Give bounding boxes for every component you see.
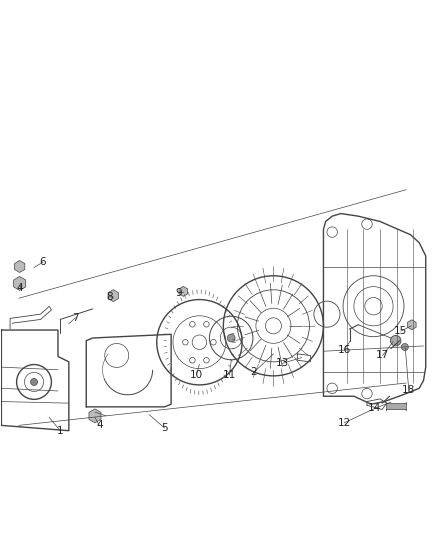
Text: 7: 7 (72, 313, 79, 323)
Circle shape (227, 334, 235, 342)
Circle shape (31, 378, 38, 385)
Text: 1: 1 (57, 426, 64, 435)
Text: 15: 15 (394, 326, 407, 336)
Text: 4: 4 (16, 282, 23, 293)
Text: 6: 6 (39, 257, 46, 267)
Text: 13: 13 (276, 358, 289, 368)
Text: 14: 14 (368, 403, 381, 414)
Text: 4: 4 (96, 421, 102, 430)
Text: 10: 10 (190, 370, 203, 380)
FancyBboxPatch shape (386, 402, 406, 410)
Text: 16: 16 (338, 345, 351, 354)
Text: 8: 8 (106, 292, 113, 302)
Text: 17: 17 (376, 351, 389, 360)
Text: 12: 12 (338, 418, 351, 428)
Circle shape (391, 335, 401, 346)
Text: 5: 5 (161, 423, 168, 433)
Text: 18: 18 (402, 385, 415, 395)
Circle shape (401, 344, 408, 351)
Text: 2: 2 (251, 367, 257, 377)
Text: 9: 9 (176, 288, 182, 298)
Text: 11: 11 (223, 370, 236, 380)
